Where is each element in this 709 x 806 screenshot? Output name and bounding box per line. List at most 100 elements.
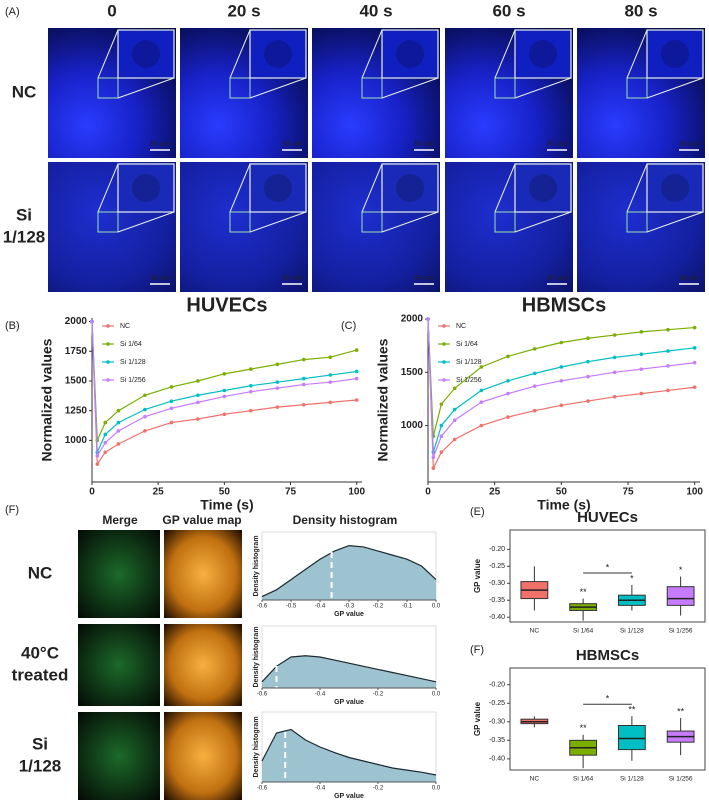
point xyxy=(559,379,564,383)
point xyxy=(666,327,670,332)
x-tick-label: Si 1/64 xyxy=(573,776,594,783)
inset-cell xyxy=(132,174,160,202)
histogram-area xyxy=(262,655,436,688)
x-tick-label: 0 xyxy=(89,487,95,498)
point xyxy=(426,317,430,321)
panel-label: (F) xyxy=(5,504,19,516)
row-label: NC xyxy=(12,82,37,101)
x-tick-label: Si 1/64 xyxy=(573,628,594,635)
inset-cell xyxy=(264,174,292,202)
scale-bar-label: 50 um xyxy=(414,275,434,282)
legend-label: Si 1/64 xyxy=(120,341,142,348)
point xyxy=(586,359,590,364)
zoom-line xyxy=(514,211,572,233)
point xyxy=(452,407,457,412)
point xyxy=(222,394,227,399)
point xyxy=(586,374,590,379)
point xyxy=(506,391,510,396)
point xyxy=(431,455,436,460)
y-tick-label: -0.30 xyxy=(489,719,505,726)
point xyxy=(666,388,670,393)
legend-marker xyxy=(442,360,446,364)
scale-bar-label: 50 um xyxy=(150,141,170,148)
histogram-area xyxy=(262,729,436,782)
point xyxy=(439,450,444,454)
merge-image xyxy=(78,624,160,706)
point xyxy=(196,400,200,405)
inset-cell xyxy=(661,40,689,68)
point xyxy=(301,382,306,387)
x-tick-label: -0.4 xyxy=(315,786,326,792)
chart-title: HUVECs xyxy=(186,294,267,316)
point xyxy=(275,380,280,384)
x-tick-label: Si 1/128 xyxy=(620,776,644,783)
x-tick-label: -0.1 xyxy=(402,604,413,610)
zoom-line xyxy=(494,163,516,213)
panel-label: (B) xyxy=(5,320,20,332)
legend-label: Si 1/256 xyxy=(456,377,482,384)
significance: ** xyxy=(677,706,685,716)
point xyxy=(639,367,644,371)
point xyxy=(639,352,644,357)
row-label: Si xyxy=(32,734,48,753)
point xyxy=(532,347,537,351)
x-tick-label: NC xyxy=(530,776,540,783)
point xyxy=(301,402,306,407)
point xyxy=(612,333,617,337)
x-tick-label: 50 xyxy=(556,487,568,498)
point xyxy=(479,388,484,393)
point xyxy=(439,402,444,407)
y-tick-label: -0.25 xyxy=(489,563,505,570)
inset-cell xyxy=(396,174,424,202)
point xyxy=(479,400,484,404)
inset-cell xyxy=(529,40,557,68)
y-tick-label: 1500 xyxy=(401,367,424,378)
gp-map-image xyxy=(164,624,242,706)
point xyxy=(169,406,174,411)
zoom-line xyxy=(361,163,383,213)
zoom-line xyxy=(249,77,307,99)
scale-bar-label: 50 um xyxy=(150,275,170,282)
x-tick-label: 25 xyxy=(153,487,165,498)
point xyxy=(431,466,436,470)
point xyxy=(196,417,200,421)
significance: ** xyxy=(580,723,588,733)
legend-marker xyxy=(106,342,110,346)
scale-bar-label: 50 um xyxy=(282,275,302,282)
point xyxy=(143,407,147,412)
point xyxy=(586,399,590,403)
point xyxy=(116,429,121,433)
y-tick-label: -0.20 xyxy=(489,546,505,553)
x-tick-label: 75 xyxy=(622,487,634,498)
scale-bar-label: 50 um xyxy=(414,141,434,148)
box xyxy=(617,724,646,751)
zoom-line xyxy=(626,29,648,79)
point xyxy=(196,393,200,398)
legend-label: NC xyxy=(120,323,130,330)
point xyxy=(95,462,100,466)
point xyxy=(169,420,174,425)
point xyxy=(479,365,484,369)
legend-marker xyxy=(106,378,110,382)
time-header: 40 s xyxy=(359,1,392,20)
point xyxy=(354,369,359,374)
y-tick-label: 1000 xyxy=(401,420,424,431)
significance: ** xyxy=(580,587,588,597)
column-header: Density histogram xyxy=(293,513,398,527)
x-tick-label: 50 xyxy=(219,487,231,498)
y-axis-label: GP value xyxy=(473,558,482,593)
zoom-region xyxy=(97,77,119,99)
zoom-region xyxy=(626,211,648,233)
scale-bar-label: 50 um xyxy=(547,275,567,282)
merge-image xyxy=(78,712,160,800)
point xyxy=(666,364,670,368)
x-tick-label: NC xyxy=(530,628,540,635)
y-tick-label: -0.40 xyxy=(489,756,505,763)
chart-title: HUVECs xyxy=(577,509,638,526)
point xyxy=(103,440,108,445)
y-axis-label: Normalized values xyxy=(39,338,55,461)
legend-marker xyxy=(442,378,446,382)
panel-label: (C) xyxy=(341,320,356,332)
